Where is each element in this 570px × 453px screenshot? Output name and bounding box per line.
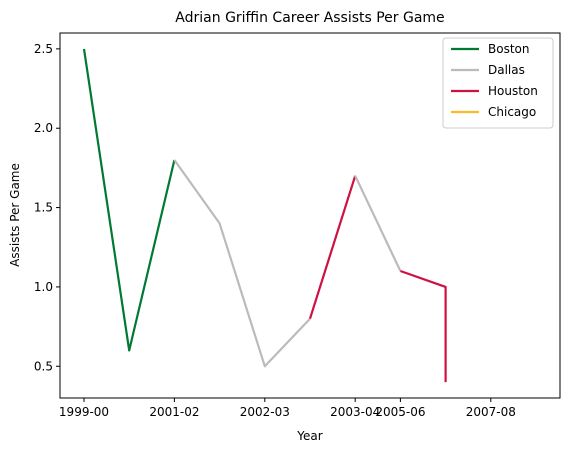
chart-title: Adrian Griffin Career Assists Per Game — [175, 10, 444, 26]
legend-box — [442, 37, 554, 129]
legend-label-chicago: Chicago — [488, 105, 536, 119]
y-tick-label: 0.5 — [34, 359, 53, 373]
y-tick-label: 1.5 — [34, 201, 53, 215]
series-line-houston-segment-4 — [400, 269, 447, 383]
series-line-houston-segment-2 — [308, 175, 357, 320]
legend: Boston Dallas Houston Chicago — [442, 37, 554, 129]
plot-frame — [59, 32, 561, 399]
plot-area — [59, 32, 561, 399]
legend-label-boston: Boston — [488, 42, 529, 56]
y-axis: 0.5 1.0 1.5 2.0 2.5 — [34, 42, 60, 373]
y-axis-title: Assists Per Game — [8, 163, 22, 267]
x-tick-label: 2003-04 — [330, 405, 380, 419]
legend-label-houston: Houston — [488, 84, 538, 98]
x-tick-label: 2005-06 — [375, 405, 425, 419]
series-line-boston-segment-0 — [82, 48, 176, 352]
y-tick-label: 1.0 — [34, 280, 53, 294]
x-tick-label: 2007-08 — [466, 405, 516, 419]
y-tick-label: 2.0 — [34, 121, 53, 135]
x-tick-label: 2002-03 — [240, 405, 290, 419]
x-axis-title: Year — [296, 429, 322, 443]
y-tick-label: 2.5 — [34, 42, 53, 56]
series-line-dallas-segment-1 — [173, 159, 311, 368]
series-line-dallas-segment-3 — [354, 175, 402, 272]
legend-label-dallas: Dallas — [488, 63, 525, 77]
x-tick-label: 2001-02 — [149, 405, 199, 419]
x-tick-label: 1999-00 — [59, 405, 109, 419]
